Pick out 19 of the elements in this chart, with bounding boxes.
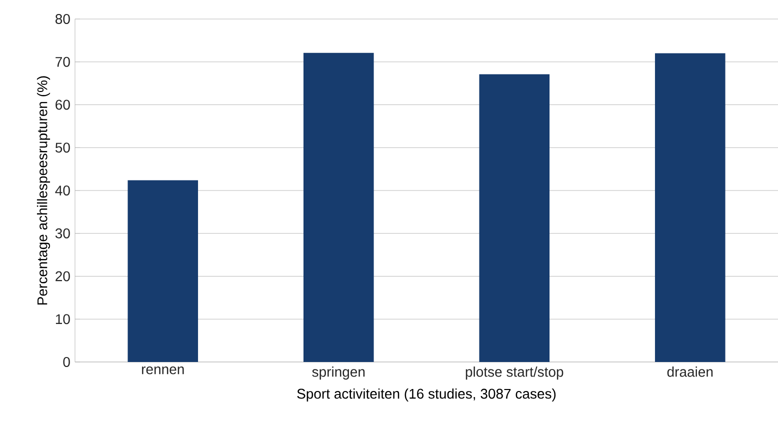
y-tick-label: 40 xyxy=(55,186,70,196)
y-tick-label: 50 xyxy=(55,142,70,153)
x-tick-label: springen xyxy=(312,366,365,380)
y-tick-label: 80 xyxy=(56,14,70,24)
y-tick-label: 20 xyxy=(56,271,70,282)
bar xyxy=(128,180,198,362)
y-tick-label: 60 xyxy=(56,100,70,110)
x-tick-label: rennen xyxy=(142,366,184,374)
bar xyxy=(654,53,726,362)
x-tick-label: plotse start/stop xyxy=(466,366,564,380)
x-tick-label: draaien xyxy=(667,366,713,377)
x-axis-title: Sport activiteiten (16 studies, 3087 cases) xyxy=(297,388,556,402)
y-axis-title: Percentage achillespeesrupturen (%) xyxy=(36,76,50,305)
y-tick-label: 10 xyxy=(56,314,70,324)
bar xyxy=(303,52,374,362)
y-tick-label: 0 xyxy=(63,357,70,367)
y-tick-label: 70 xyxy=(56,56,70,67)
bar xyxy=(479,74,550,362)
y-tick-label: 30 xyxy=(55,228,70,238)
